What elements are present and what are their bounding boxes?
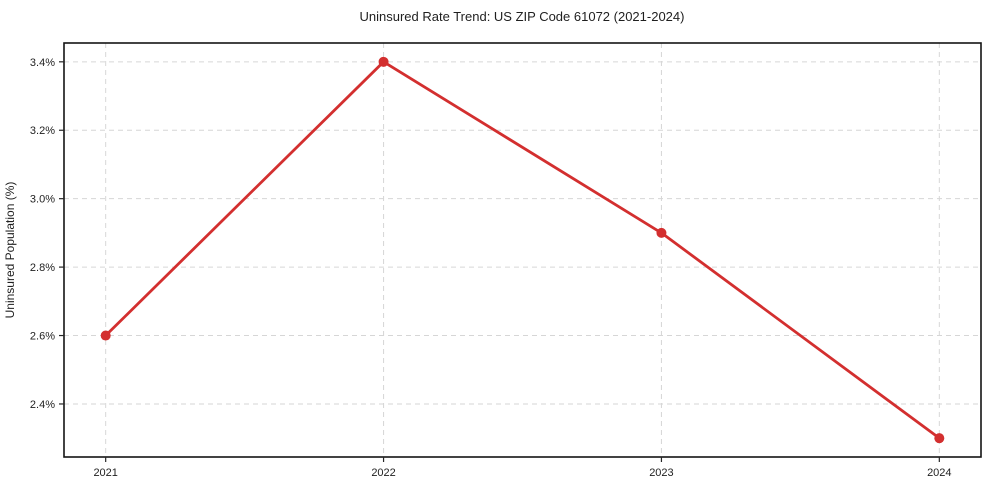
data-point-marker [934,433,945,444]
y-tick-label: 3.4% [30,57,55,69]
x-tick-label: 2022 [371,467,395,479]
y-tick-label: 2.4% [30,399,55,411]
y-tick-label: 2.8% [30,262,55,274]
plot-border [63,42,982,458]
data-point-marker [656,227,667,238]
plot-area: 2021 2022 2023 2024 2.4% 2.6% 2.8% 3.0% 3.2% 3.4% [30,42,982,479]
x-tick-label: 2021 [93,467,117,479]
y-tick-label: 3.0% [30,194,55,206]
y-tick-label: 2.6% [30,331,55,343]
y-tick-label: 3.2% [30,125,55,137]
chart-title: Uninsured Rate Trend: US ZIP Code 61072 … [360,9,685,24]
y-axis-label: Uninsured Population (%) [3,182,17,319]
data-point-marker [378,56,389,67]
trend-line [104,60,941,440]
x-tick-label: 2023 [649,467,673,479]
data-point-marker [100,330,111,341]
x-tick-label: 2024 [927,467,951,479]
